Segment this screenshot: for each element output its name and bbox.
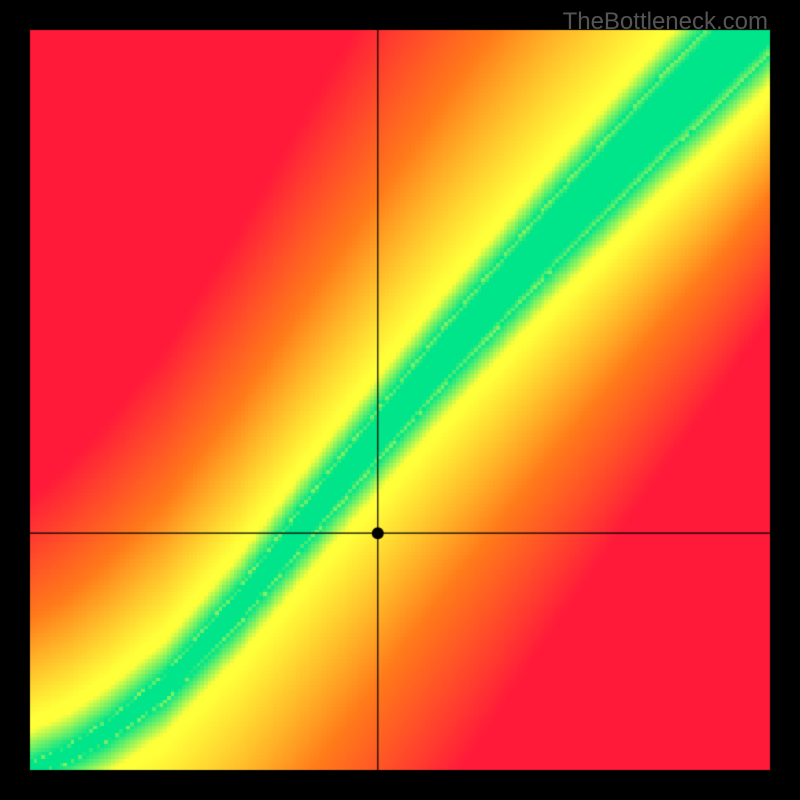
watermark-text: TheBottleneck.com xyxy=(563,8,768,36)
chart-container: TheBottleneck.com xyxy=(0,0,800,800)
heatmap-canvas xyxy=(0,0,800,800)
